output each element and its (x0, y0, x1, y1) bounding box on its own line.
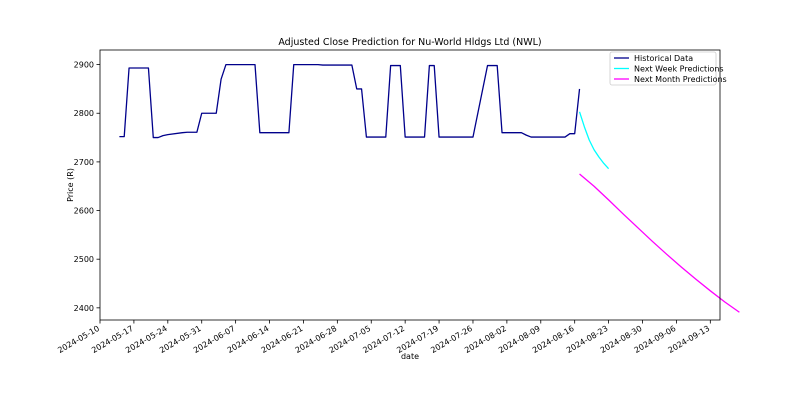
y-axis-label: Price (R) (66, 168, 75, 202)
y-tick-label-1: 2500 (74, 255, 94, 264)
y-tick-label-2: 2600 (74, 207, 94, 216)
legend-label-2: Next Month Predictions (634, 75, 727, 84)
series-line-0 (119, 63, 581, 139)
plot-area (119, 63, 740, 313)
x-axis-label: date (401, 352, 419, 361)
legend-label-1: Next Week Predictions (634, 65, 724, 74)
y-tick-label-4: 2800 (74, 109, 94, 118)
legend: Historical Data Next Week PredictionsNext… (609, 51, 727, 86)
chart-title: Adjusted Close Prediction for Nu-World H… (278, 37, 541, 48)
legend-label-0: Historical Data (634, 54, 693, 63)
x-axis-ticks: 2024-05-102024-05-172024-05-242024-05-31… (56, 320, 711, 355)
y-tick-label-0: 2400 (74, 304, 94, 313)
plot-frame (99, 49, 721, 321)
y-tick-label-3: 2700 (74, 158, 94, 167)
y-tick-label-5: 2900 (74, 61, 94, 70)
legend-box (609, 51, 717, 86)
series-line-1 (578, 111, 610, 170)
series-line-2 (579, 173, 740, 313)
y-axis-ticks: 2400 2500 2600 2700 2800 2900 (74, 61, 100, 313)
